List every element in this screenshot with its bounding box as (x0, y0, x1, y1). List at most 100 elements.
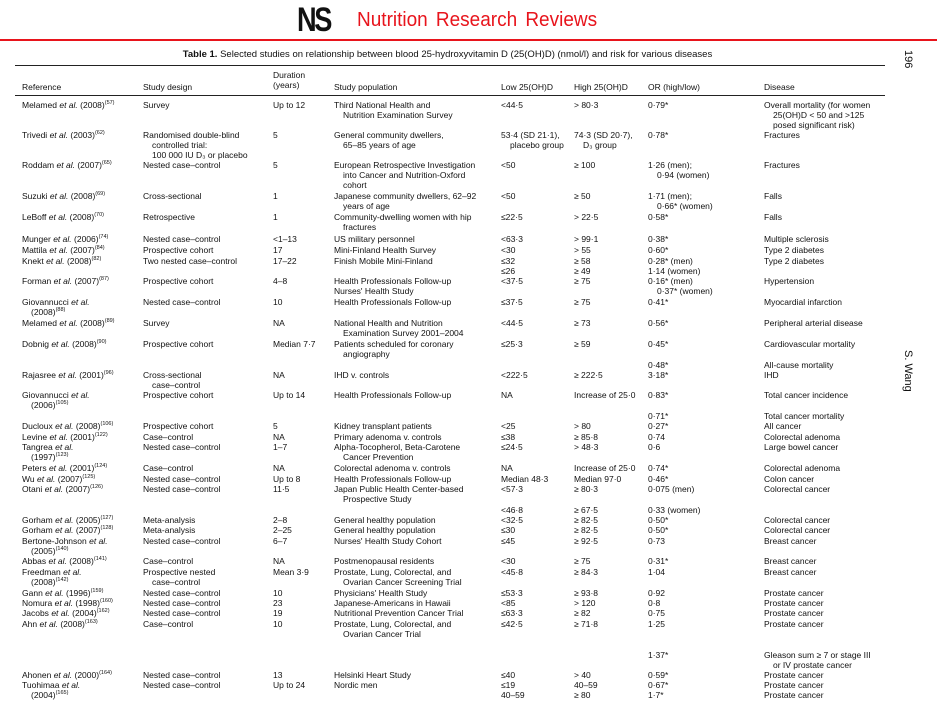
population-line: Nurses' Health Study (334, 286, 414, 296)
reference-cell: Levine et al. (2001)(122) (22, 432, 108, 442)
disease-line: posed significant risk) (773, 120, 855, 130)
low-line: <85 (501, 598, 516, 608)
population-line: Health Professionals Follow-up (334, 474, 452, 484)
high-cell: ≥ 80 (574, 690, 590, 700)
duration-line: 10 (273, 297, 283, 307)
low-line: <37·5 (501, 276, 523, 286)
disease-cell: Overall mortality (for women 25(OH)D < 50… (764, 100, 870, 130)
duration-line: 17 (273, 245, 283, 255)
reference-cell: Tangrea et al. (1997)(123) (22, 442, 74, 462)
header-high: High 25(OH)D (574, 82, 628, 92)
table-top-rule (15, 65, 885, 66)
reference-cell: Ducloux et al. (2008)(106) (22, 421, 113, 431)
population-line: Prostate, Lung, Colorectal, and (334, 567, 452, 577)
design-cell: Nested case–control (143, 598, 221, 608)
high-cell: > 40 (574, 670, 591, 680)
low-cell: <30 (501, 245, 515, 255)
high-line: ≥ 50 (574, 191, 591, 201)
ref-citation: (124) (94, 463, 108, 469)
or-cell: 0·73 (648, 536, 665, 546)
population-line: Finish Mobile Mini-Finland (334, 256, 433, 266)
ref-citation: (163) (84, 619, 98, 625)
ref-citation: (84) (94, 245, 105, 251)
population-line: Kidney transplant patients (334, 421, 432, 431)
or-line: 0·48* (648, 360, 669, 370)
duration-line: Up to 14 (273, 390, 306, 400)
high-line: 74·3 (SD 20·7), (574, 130, 633, 140)
header-rule (0, 39, 937, 41)
or-cell: 0·48* (648, 360, 668, 370)
population-line: Nutritional Prevention Cancer Trial (334, 608, 464, 618)
disease-cell: Breast cancer (764, 567, 816, 577)
or-line: 0·74* (648, 463, 669, 473)
low-line: <30 (501, 245, 516, 255)
design-cell: Cross-sectional case–control (143, 370, 202, 390)
duration-line: 1 (273, 212, 278, 222)
design-line: 100 000 IU D₃ or placebo (152, 150, 248, 160)
design-line: Prospective cohort (143, 390, 214, 400)
disease-cell: Breast cancer (764, 556, 816, 566)
ref-author: Ducloux (22, 421, 53, 431)
ref-etal: et al. (45, 588, 64, 598)
low-cell: <85 (501, 598, 515, 608)
low-cell: ≤45 (501, 536, 515, 546)
design-cell: Nested case–control (143, 536, 221, 546)
low-line: <63·3 (501, 234, 523, 244)
duration-line: 5 (273, 130, 278, 140)
disease-line: Prostate cancer (764, 670, 824, 680)
population-line: IHD v. controls (334, 370, 390, 380)
disease-line: Colorectal cancer (764, 515, 831, 525)
high-line: ≥ 67·5 (574, 505, 599, 515)
high-line: ≥ 92·5 (574, 536, 599, 546)
header-low: Low 25(OH)D (501, 82, 553, 92)
or-line: 0·78* (648, 130, 669, 140)
reference-cell: Giovannucci et al. (2008)(88) (22, 297, 90, 317)
low-line: <46·8 (501, 505, 523, 515)
disease-line: IHD (764, 370, 779, 380)
ref-etal: et al. (59, 318, 78, 328)
or-line: 0·79* (648, 100, 669, 110)
population-line: years of age (343, 201, 390, 211)
design-cell: Survey (143, 318, 169, 328)
ref-citation: (82) (91, 256, 102, 262)
low-line: <45·8 (501, 567, 523, 577)
high-line: > 99·1 (574, 234, 599, 244)
ref-etal: et al. (59, 100, 78, 110)
disease-line: Prostate cancer (764, 619, 824, 629)
or-line: 0·45* (648, 339, 669, 349)
disease-cell: IHD (764, 370, 779, 380)
ref-year: (2008) (70, 191, 96, 201)
duration-cell: <1–13 (273, 234, 297, 244)
low-cell: ≤30 (501, 525, 515, 535)
low-line: ≤53·3 (501, 588, 523, 598)
or-cell: 0·74* (648, 463, 668, 473)
duration-cell: Median 7·7 (273, 339, 316, 349)
ref-author: Trivedi (22, 130, 48, 140)
low-cell: ≤42·5 (501, 619, 523, 629)
duration-cell: 19 (273, 608, 282, 618)
low-cell: Median 48·3 (501, 474, 548, 484)
ref-year: (2004) (31, 690, 56, 700)
high-line: ≥ 85·8 (574, 432, 599, 442)
disease-line: Overall mortality (for women (764, 100, 871, 110)
disease-line: 25(OH)D < 50 and >125 (773, 110, 865, 120)
high-line: > 80 (574, 421, 591, 431)
high-cell: > 120 (574, 598, 596, 608)
ref-citation: (140) (55, 546, 69, 552)
or-line: 1·26 (men); (648, 160, 692, 170)
ref-etal: et al. (63, 567, 82, 577)
or-line: 0·41* (648, 297, 669, 307)
high-line: ≥ 73 (574, 318, 591, 328)
or-line: 0·71* (648, 411, 669, 421)
disease-cell: Falls (764, 212, 782, 222)
duration-cell: Up to 24 (273, 680, 305, 690)
population-cell: National Health and Nutrition Examination… (334, 318, 464, 338)
ref-etal: et al. (48, 463, 68, 473)
ref-citation: (90) (96, 339, 107, 345)
duration-cell: 1 (273, 212, 278, 222)
design-line: Nested case–control (143, 160, 221, 170)
duration-line: Median 7·7 (273, 339, 316, 349)
design-line: Nested case–control (143, 680, 221, 690)
ref-author: Giovannucci (22, 297, 69, 307)
duration-cell: NA (273, 432, 285, 442)
